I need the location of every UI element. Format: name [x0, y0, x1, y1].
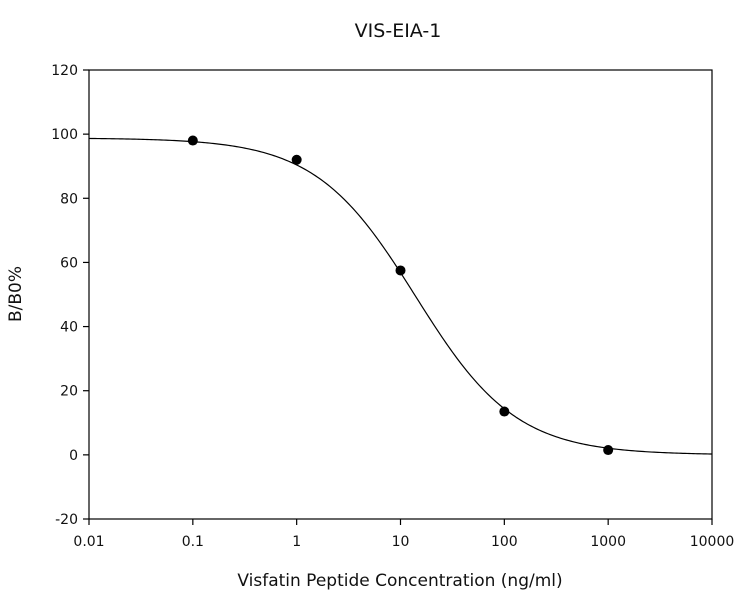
x-tick-label: 0.01 — [73, 534, 104, 550]
data-point — [603, 445, 614, 456]
x-tick-label: 10000 — [690, 534, 735, 550]
y-axis-label: B/B0% — [6, 266, 26, 322]
x-tick-label: 1000 — [590, 534, 626, 550]
data-point — [395, 265, 406, 276]
y-tick-label: 120 — [51, 63, 78, 79]
y-tick-label: 80 — [60, 191, 78, 207]
y-tick-label: 60 — [60, 255, 78, 271]
x-axis: 0.01 0.1 1 10 100 1000 10000 — [73, 519, 734, 550]
y-axis: -20 0 20 40 60 80 100 120 — [51, 63, 89, 528]
data-point — [187, 135, 198, 146]
y-tick-label: 40 — [60, 320, 78, 336]
plot-area — [88, 69, 713, 520]
x-tick-label: 1 — [292, 534, 301, 550]
x-tick-label: 100 — [491, 534, 518, 550]
x-axis-label: Visfatin Peptide Concentration (ng/ml) — [237, 571, 562, 591]
data-points — [187, 135, 614, 456]
y-tick-label: -20 — [55, 512, 78, 528]
data-point — [499, 406, 510, 417]
x-tick-label: 0.1 — [182, 534, 204, 550]
y-tick-label: 100 — [51, 127, 78, 143]
y-tick-label: 20 — [60, 384, 78, 400]
data-point — [291, 154, 302, 165]
y-tick-label: 0 — [69, 448, 78, 464]
fit-curve — [88, 137, 713, 455]
chart-title: VIS-EIA-1 — [355, 20, 442, 42]
x-tick-label: 10 — [392, 534, 410, 550]
